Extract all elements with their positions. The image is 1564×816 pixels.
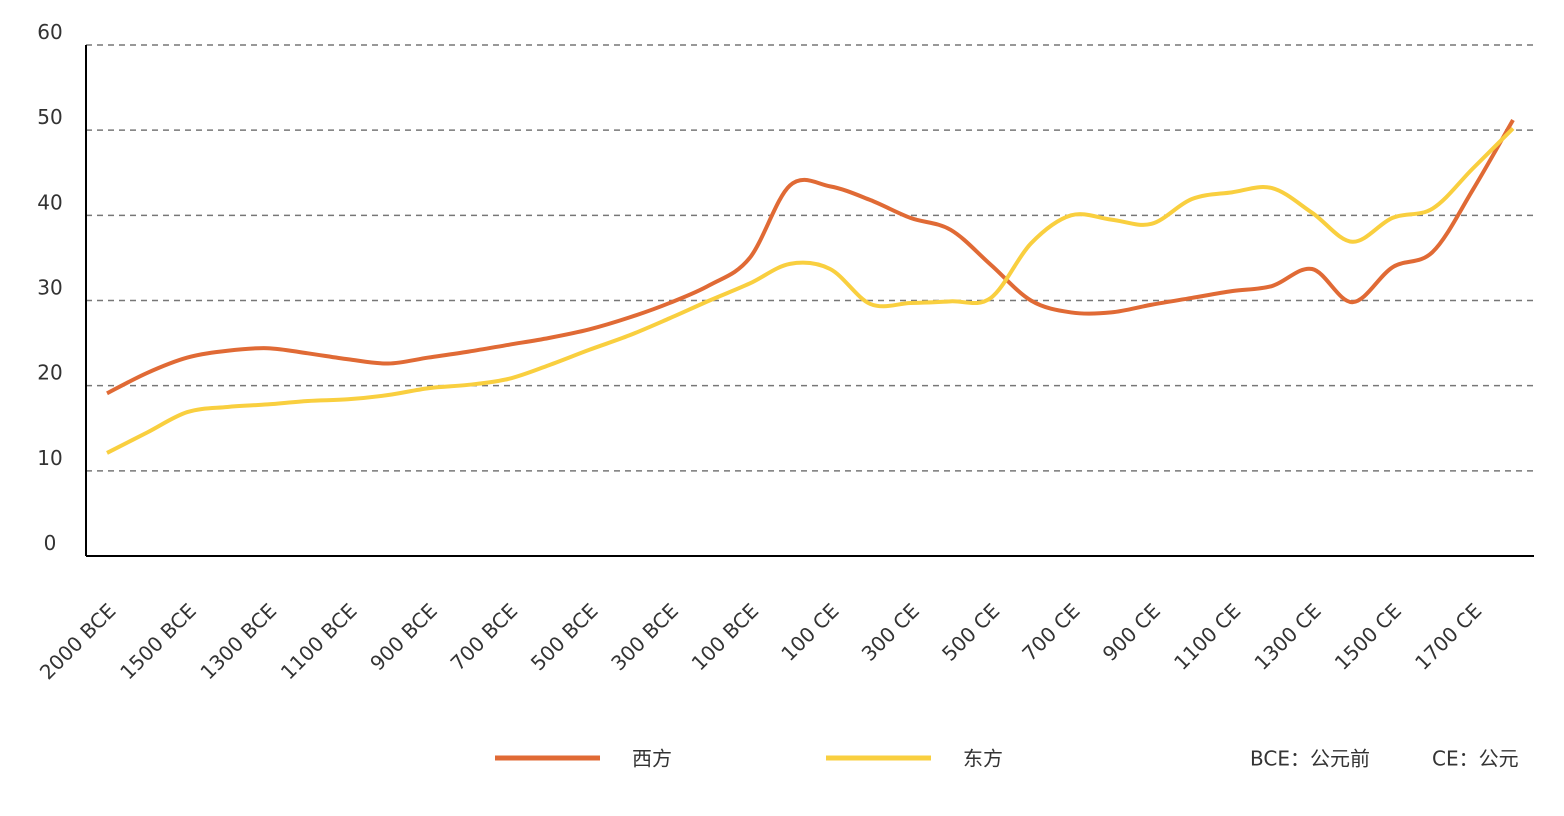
y-tick-label: 30 (37, 276, 62, 300)
y-tick-label: 50 (37, 105, 62, 129)
x-tick-label: 1300 BCE (195, 599, 281, 685)
x-tick-label: 1500 CE (1330, 599, 1406, 675)
x-tick-label: 900 CE (1098, 599, 1165, 666)
x-tick-label: 700 CE (1017, 599, 1084, 666)
x-tick-label: 700 BCE (446, 599, 523, 676)
x-tick-label: 1500 BCE (115, 599, 201, 685)
y-tick-label: 10 (37, 446, 62, 470)
legend-label: 西方 (632, 747, 672, 771)
y-tick-label: 40 (37, 190, 62, 214)
annotation: BCE：公元前 (1250, 747, 1370, 771)
y-tick-label: 0 (44, 531, 57, 555)
x-tick-label: 100 CE (776, 599, 843, 666)
annotation: CE：公元 (1432, 747, 1519, 771)
x-tick-label: 1300 CE (1249, 599, 1325, 675)
x-tick-label: 300 BCE (606, 599, 683, 676)
legend-label: 东方 (963, 747, 1003, 771)
x-tick-label: 1700 CE (1410, 599, 1486, 675)
x-tick-label: 900 BCE (365, 599, 442, 676)
series-line (106, 127, 1515, 455)
x-tick-label: 1100 BCE (276, 599, 362, 685)
y-tick-label: 20 (37, 361, 62, 385)
x-tick-label: 500 BCE (526, 599, 603, 676)
series-line (106, 118, 1515, 396)
x-tick-label: 1100 CE (1169, 599, 1245, 675)
x-tick-label: 500 CE (937, 599, 1004, 666)
x-tick-label: 2000 BCE (35, 599, 121, 685)
y-tick-label: 60 (37, 20, 62, 44)
x-tick-label: 300 CE (857, 599, 924, 666)
x-tick-label: 100 BCE (687, 599, 764, 676)
